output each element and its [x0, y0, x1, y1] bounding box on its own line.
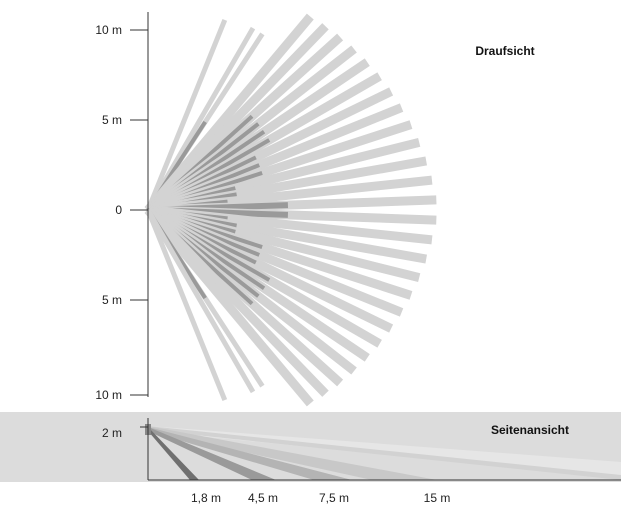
side-view-beams — [145, 424, 621, 480]
side-height-label: 2 m — [102, 426, 122, 440]
side-beam-5 — [148, 427, 199, 480]
side-beam-4 — [148, 427, 276, 480]
y-label-0: 0 — [115, 203, 122, 217]
y-label-10m-top: 10 m — [95, 23, 122, 37]
y-label-10m-bottom: 10 m — [95, 388, 122, 402]
x-label-4-5m: 4,5 m — [248, 491, 278, 505]
side-view-title: Seitenansicht — [491, 423, 569, 437]
side-beam-3 — [148, 427, 352, 480]
x-label-15m: 15 m — [424, 491, 451, 505]
top-beam-outer-30 — [145, 208, 256, 394]
side-view: 2 m Seitenansicht 1,8 m 4,5 m 7,5 m 15 m — [0, 412, 621, 505]
top-beam-outer-28 — [144, 207, 314, 407]
top-view: 10 m 5 m 0 5 m 10 m Draufsicht — [95, 12, 535, 407]
top-view-title: Draufsicht — [475, 44, 534, 58]
top-beam-outer-31 — [145, 209, 228, 402]
side-beam-1 — [148, 426, 621, 480]
x-label-1-8m: 1,8 m — [191, 491, 221, 505]
x-label-7-5m: 7,5 m — [319, 491, 349, 505]
top-view-beams — [144, 13, 437, 407]
y-label-5m-bottom: 5 m — [102, 293, 122, 307]
top-beam-outer-0 — [145, 18, 228, 211]
side-beam-2 — [148, 426, 437, 480]
y-label-5m-top: 5 m — [102, 113, 122, 127]
